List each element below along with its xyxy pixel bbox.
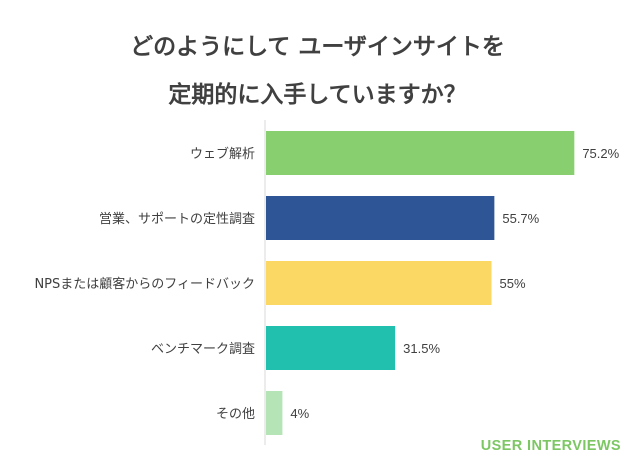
chart-title-line-1: どのようにして ユーザインサイトを xyxy=(130,34,505,60)
category-label-2: 営業、サポートの定性調査 xyxy=(99,211,255,227)
value-label-1: 75.2% xyxy=(582,146,619,161)
value-label-2: 55.7% xyxy=(502,211,539,226)
category-label-1: ウェブ解析 xyxy=(190,146,255,162)
bar-3 xyxy=(266,261,492,305)
value-label-4: 31.5% xyxy=(403,341,440,356)
value-label-3: 55% xyxy=(500,276,526,291)
brand-logo-text: USER INTERVIEWS xyxy=(480,438,621,454)
value-label-5: 4% xyxy=(290,406,309,421)
category-label-4: ベンチマーク調査 xyxy=(151,342,255,357)
chart-title-line-2: 定期的に入手していますか？ xyxy=(168,82,467,108)
category-label-5: その他 xyxy=(216,407,255,422)
bar-1 xyxy=(266,131,575,175)
bar-4 xyxy=(266,326,396,370)
bar-5 xyxy=(266,391,283,435)
bar-2 xyxy=(266,196,495,240)
category-label-3: NPSまたは顧客からのフィードバック xyxy=(34,276,255,292)
